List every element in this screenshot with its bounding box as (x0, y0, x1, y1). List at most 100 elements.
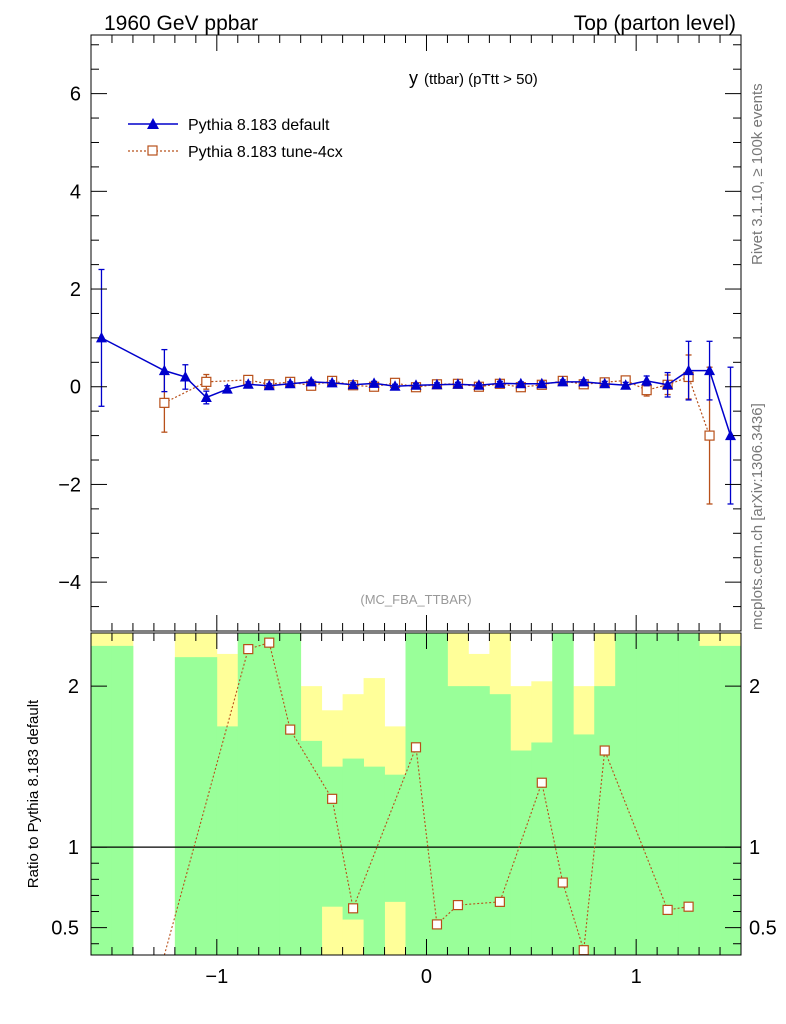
ratio-y-tick-label-left: 0.5 (51, 918, 79, 940)
data-point (242, 378, 254, 389)
data-point (473, 379, 485, 390)
band-green (216, 726, 239, 955)
band-green (447, 686, 469, 955)
ratio-y-tick-label-left: 2 (68, 676, 79, 698)
data-point (347, 378, 359, 390)
data-point (641, 374, 653, 386)
data-point (221, 383, 233, 394)
legend-label-tune: Pythia 8.183 tune-4cx (188, 144, 343, 161)
ratio-data-point (452, 899, 464, 911)
x-tick-label: 0 (421, 966, 432, 988)
ratio-y-axis-label: Ratio to Pythia 8.183 default (25, 699, 42, 888)
legend: Pythia 8.183 default Pythia 8.183 tune-4… (128, 117, 343, 161)
legend-label-default: Pythia 8.183 default (188, 117, 330, 134)
ratio-y-tick-label-left: 1 (68, 837, 79, 859)
data-point (662, 378, 674, 390)
band-green (195, 657, 218, 955)
header-right: Top (parton level) (574, 12, 736, 35)
data-point (200, 391, 212, 402)
data-point (620, 379, 632, 390)
data-point (305, 375, 317, 387)
data-point (494, 377, 506, 388)
data-point (368, 377, 380, 388)
band-green (594, 686, 616, 955)
band-green (300, 740, 323, 955)
main-plot-frame (90, 34, 742, 632)
ratio-data-point (578, 945, 589, 956)
data-point (641, 385, 652, 396)
header-left: 1960 GeV ppbar (104, 12, 258, 35)
band-green (699, 645, 721, 955)
ratio-data-point (431, 919, 443, 930)
data-point (725, 429, 737, 441)
band-green (91, 645, 113, 955)
y-tick-label: 4 (70, 181, 81, 203)
ratio-y-tick-label-right: 2 (749, 676, 760, 698)
band-green (426, 633, 448, 955)
band-green (363, 766, 385, 955)
y-tick-label: 2 (70, 279, 81, 301)
y-tick-label: 6 (70, 84, 81, 106)
data-point (452, 378, 464, 389)
ratio-data-point (410, 742, 422, 753)
data-point (201, 376, 212, 387)
mcplots-label: mcplots.cern.ch [arXiv:1306.3436] (749, 403, 766, 630)
band-green (237, 633, 260, 955)
ratio-data-point (327, 793, 338, 804)
plot-title-main: y (409, 68, 418, 88)
data-point (536, 377, 548, 389)
data-point (557, 375, 569, 387)
ratio-data-point (347, 903, 359, 914)
band-green (384, 774, 406, 902)
band-green (720, 645, 742, 955)
data-point (284, 377, 296, 389)
ratio-y-tick-label-right: 0.5 (749, 918, 777, 940)
data-point (326, 376, 338, 388)
data-point (389, 380, 401, 391)
band-green (489, 694, 511, 955)
ratio-data-point (599, 745, 610, 756)
data-point (578, 375, 590, 387)
band-green (279, 633, 302, 955)
y-tick-label: −2 (58, 474, 81, 496)
analysis-label: (MC_FBA_TTBAR) (360, 592, 471, 607)
rivet-label: Rivet 3.1.10, ≥ 100k events (749, 83, 766, 265)
ratio-plot-frame (90, 632, 742, 956)
data-point (683, 364, 695, 376)
data-point (263, 379, 275, 391)
data-point (704, 364, 716, 376)
plot-title-sub: (ttbar) (pTtt > 50) (424, 71, 538, 88)
data-point (599, 377, 611, 389)
ratio-data-point (285, 724, 296, 735)
band-green (468, 686, 490, 955)
ratio-data-point (243, 643, 254, 655)
data-point (704, 430, 715, 441)
data-point (431, 378, 443, 390)
y-tick-label: 0 (70, 377, 81, 399)
band-green (678, 633, 700, 955)
band-green (531, 742, 553, 955)
band-green (636, 633, 658, 955)
band-green (405, 633, 427, 955)
data-point (95, 331, 107, 343)
ratio-data-point (536, 777, 547, 788)
data-point (515, 377, 527, 389)
ratio-data-point (662, 904, 673, 916)
legend-marker-tune (147, 145, 158, 156)
band-green (321, 766, 344, 907)
data-point (179, 370, 191, 382)
ratio-plot-panel: 0.5 0.5 1 1 2 2 −1 0 1 Ratio to Pythia 8.183 def… (25, 632, 777, 988)
band-green (552, 633, 574, 955)
band-green (657, 633, 679, 955)
main-plot-panel: −4 −2 0 2 4 6 y (ttbar) (pTtt > 50) (MC_FBA_T… (58, 34, 742, 632)
data-point (410, 379, 422, 390)
ratio-data-point (494, 896, 505, 907)
band-green (258, 633, 281, 955)
x-tick-label: −1 (205, 966, 228, 988)
ratio-y-tick-label-right: 1 (749, 837, 760, 859)
band-green (174, 657, 197, 955)
ratio-data-point (683, 901, 694, 912)
band-green (510, 750, 532, 955)
band-green (111, 645, 134, 955)
